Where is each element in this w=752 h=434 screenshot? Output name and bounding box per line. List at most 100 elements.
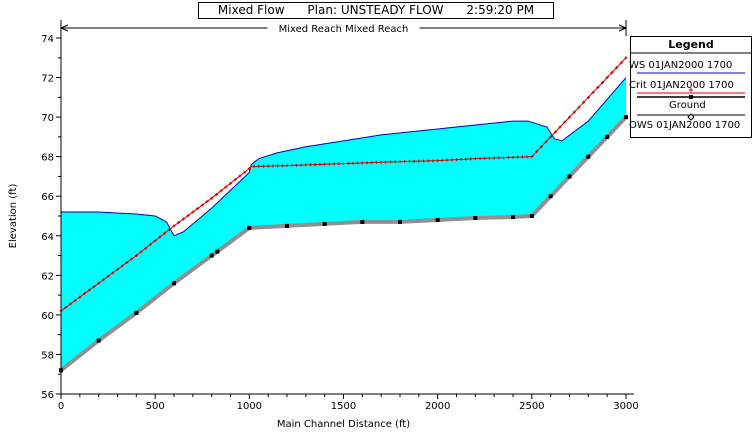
ground-point <box>567 174 572 179</box>
legend-item-ws: WS 01JAN2000 1700 <box>629 60 733 71</box>
crit-point <box>87 288 91 292</box>
y-tick-label: 72 <box>41 74 54 85</box>
y-axis-label: Elevation (ft) <box>8 184 19 249</box>
ground-point <box>172 281 176 286</box>
crit-point <box>351 161 355 165</box>
plot-title: Mixed Flow Plan: UNSTEADY FLOW 2:59:20 P… <box>198 2 554 19</box>
crit-point <box>615 66 619 70</box>
ground-point <box>134 310 139 315</box>
ground-profile <box>59 115 628 372</box>
crit-point <box>360 161 364 165</box>
ground-point <box>322 221 327 226</box>
crit-point <box>605 76 609 80</box>
crit-point <box>440 158 444 162</box>
crit-point <box>238 174 242 178</box>
crit-point <box>177 220 181 224</box>
reach-arrow-left <box>59 24 69 32</box>
y-tick-label: 68 <box>41 153 54 164</box>
crit-point <box>549 135 553 139</box>
y-tick-label: 60 <box>41 311 54 322</box>
crit-point <box>356 161 360 165</box>
y-tick-label: 58 <box>41 350 54 361</box>
crit-point <box>78 295 82 299</box>
crit-point <box>525 155 529 159</box>
crit-point <box>520 155 524 159</box>
y-tick-label: 74 <box>41 34 54 45</box>
ground-point <box>285 223 289 228</box>
crit-point <box>167 228 171 232</box>
crit-point <box>130 257 134 261</box>
crit-point <box>200 203 204 207</box>
crit-point <box>120 264 124 268</box>
crit-point <box>600 81 604 84</box>
crit-point <box>422 159 426 163</box>
crit-point <box>572 110 576 114</box>
crit-point <box>224 185 228 189</box>
ground-point <box>511 214 515 219</box>
crit-point <box>280 164 284 168</box>
y-tick-label: 64 <box>41 232 54 243</box>
crit-point <box>153 239 157 243</box>
crit-point <box>313 163 317 167</box>
ground-point <box>209 253 214 258</box>
x-tick-label: 0 <box>58 401 64 412</box>
crit-point <box>261 164 265 168</box>
crit-point <box>506 155 510 159</box>
crit-point <box>483 156 487 160</box>
crit-point <box>455 158 458 162</box>
crit-point <box>181 217 185 221</box>
crit-point <box>243 170 247 174</box>
x-tick-label: 2000 <box>425 401 450 412</box>
ground-point <box>435 217 440 222</box>
legend: Legend WS 01JAN2000 1700 Crit 01JAN2000 … <box>629 36 752 138</box>
crit-point <box>64 305 68 309</box>
crit-point <box>624 56 628 60</box>
crit-point <box>139 250 143 254</box>
crit-point <box>511 155 515 159</box>
crit-point <box>97 281 101 285</box>
crit-point <box>327 162 331 166</box>
crit-point <box>553 130 557 134</box>
crit-point <box>172 224 176 228</box>
crit-point <box>393 160 397 164</box>
crit-point <box>346 161 350 165</box>
crit-point <box>417 159 421 163</box>
ground-point <box>398 219 402 224</box>
legend-item-ground: Ground <box>669 100 706 111</box>
crit-point <box>285 164 289 168</box>
crit-point <box>374 160 378 164</box>
crit-point <box>464 157 468 161</box>
crit-point <box>106 274 110 278</box>
ground-point <box>529 214 534 218</box>
x-tick-label: 1000 <box>237 401 262 412</box>
legend-marker-crit <box>689 88 693 92</box>
ws-line <box>61 77 627 237</box>
legend-swatches <box>631 52 751 121</box>
ground-point <box>247 225 252 230</box>
crit-point <box>342 162 345 166</box>
y-tick-label: 56 <box>41 390 54 401</box>
crit-point <box>73 299 77 303</box>
y-tick-label: 66 <box>41 192 54 203</box>
crit-point <box>233 178 237 182</box>
ground-point <box>586 154 591 159</box>
crit-point <box>544 140 548 144</box>
x-tick-label: 3000 <box>613 401 638 412</box>
crit-point <box>290 163 294 167</box>
ground-line <box>59 115 628 373</box>
crit-point <box>492 156 496 160</box>
crit-point <box>591 90 595 94</box>
x-tick-label: 2500 <box>519 401 544 412</box>
crit-point <box>247 167 251 171</box>
axes: 56 58 60 62 64 66 68 70 72 74 0 500 1000 1500 2000 2500… <box>41 34 639 412</box>
crit-point <box>68 302 72 306</box>
crit-point <box>276 164 280 168</box>
crit-point <box>619 61 623 65</box>
crit-point <box>205 200 209 204</box>
crit-point <box>163 231 167 235</box>
crit-point <box>379 160 383 164</box>
crit-point <box>431 159 435 163</box>
crit-point <box>389 160 393 164</box>
crit-point <box>586 95 590 99</box>
crit-point <box>502 156 506 160</box>
